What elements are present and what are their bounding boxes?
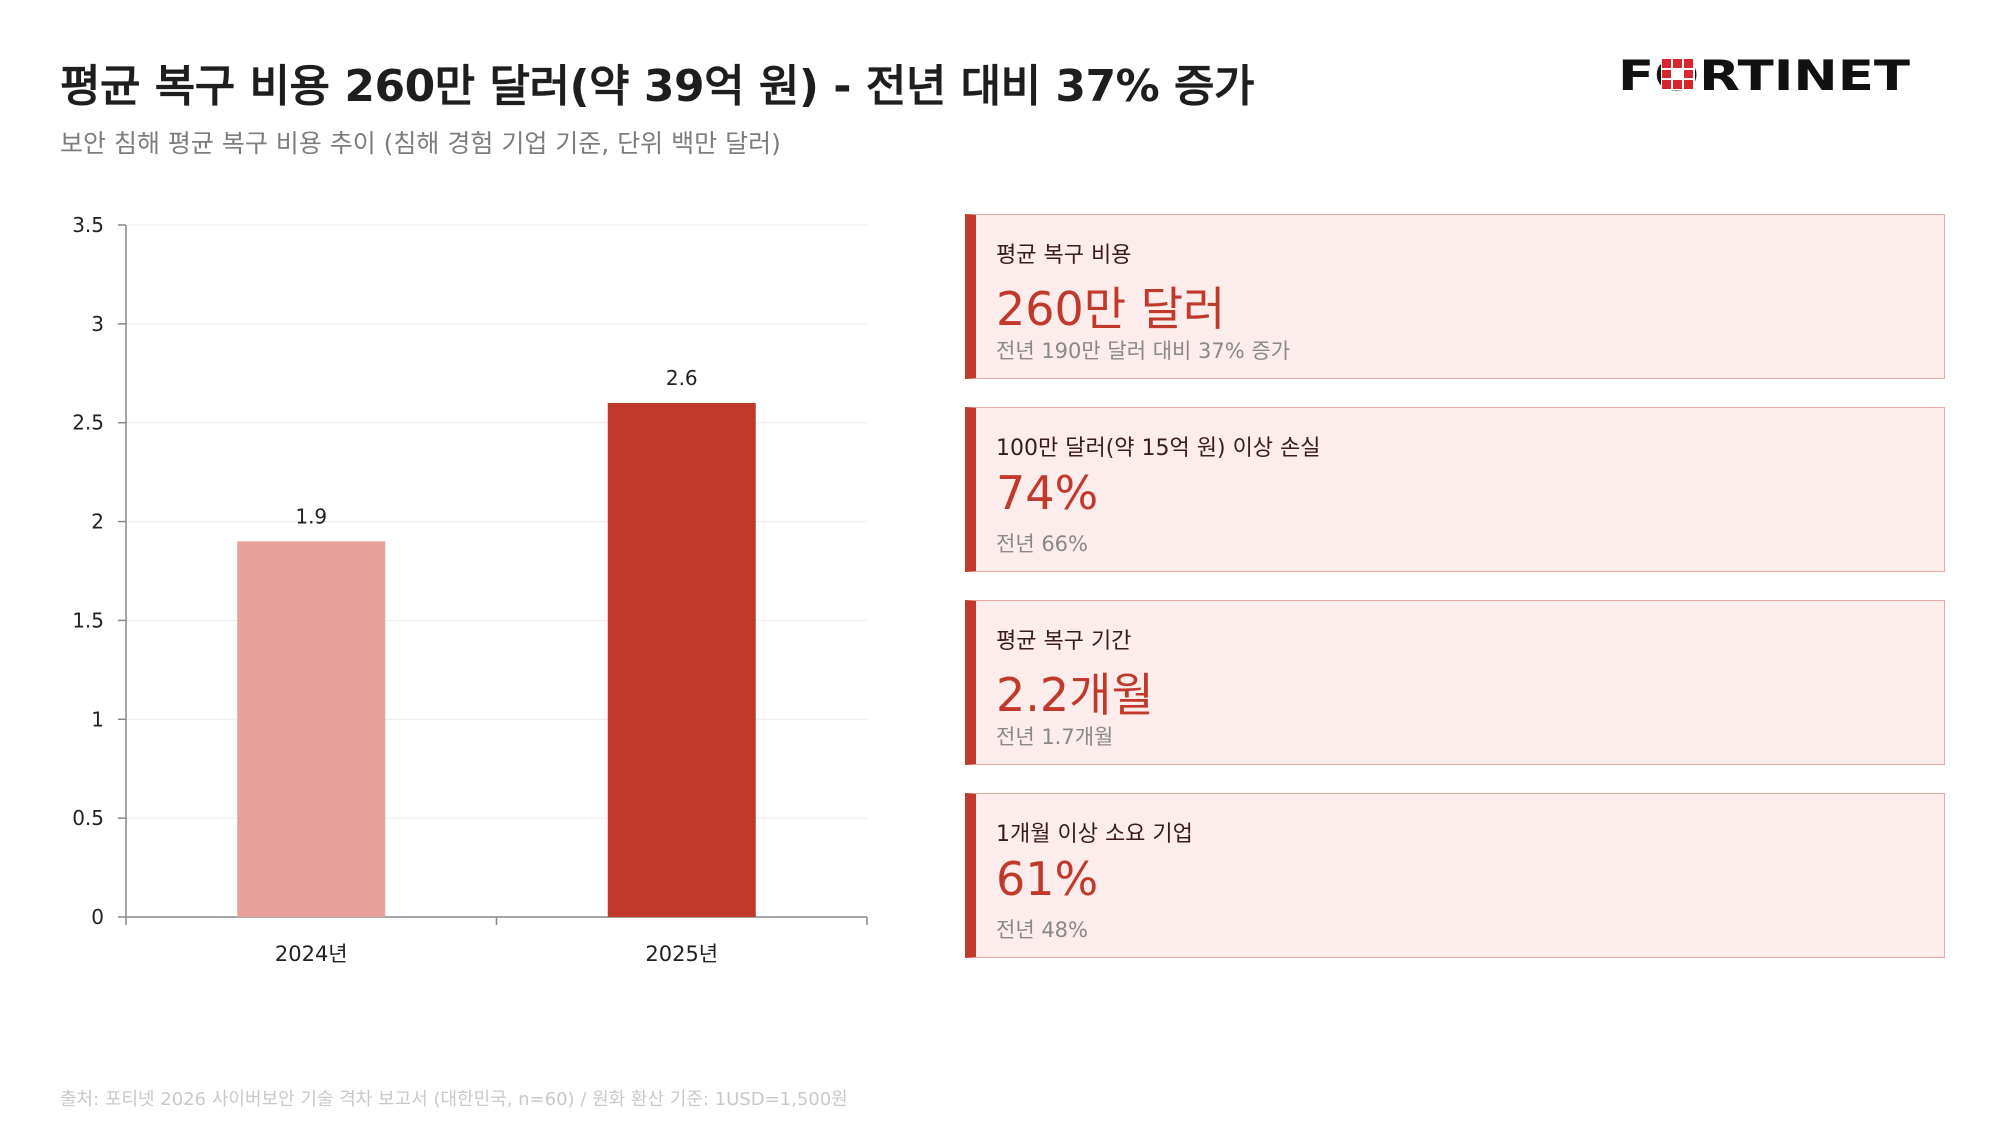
page-title: 평균 복구 비용 260만 달러(약 39억 원) - 전년 대비 37% 증가 [60, 61, 1255, 112]
y-tick-label: 1.5 [72, 608, 104, 632]
fortinet-logo: FORTINET [1618, 52, 1910, 96]
source-note: 출처: 포티넷 2026 사이버보안 기술 격차 보고서 (대한민국, n=60… [60, 1089, 848, 1110]
bar-2024년 [237, 541, 386, 917]
y-tick-label: 1 [91, 707, 104, 731]
stat-card-avg-recovery-cost: 평균 복구 비용 260만 달러 전년 190만 달러 대비 37% 증가 [965, 214, 1945, 379]
y-tick-label: 2.5 [72, 411, 104, 435]
x-tick-label: 2024년 [275, 942, 348, 966]
stat-card-value: 61% [996, 852, 1099, 906]
stat-card-label: 평균 복구 비용 [996, 243, 1132, 268]
y-tick-label: 2 [91, 510, 104, 534]
stat-card-value: 260만 달러 [996, 282, 1226, 336]
stat-card-loss-over-1m: 100만 달러(약 15억 원) 이상 손실 74% 전년 66% [965, 407, 1945, 572]
data-label: 2.6 [666, 366, 698, 390]
stat-card-note: 전년 190만 달러 대비 37% 증가 [996, 339, 1291, 363]
y-tick-label: 0 [91, 905, 104, 929]
stat-card-value: 2.2개월 [996, 668, 1154, 722]
stat-card-avg-recovery-time: 평균 복구 기간 2.2개월 전년 1.7개월 [965, 600, 1945, 765]
stat-card-over-1-month: 1개월 이상 소요 기업 61% 전년 48% [965, 793, 1945, 958]
stat-card-value: 74% [996, 466, 1099, 520]
stat-card-label: 1개월 이상 소요 기업 [996, 822, 1193, 847]
y-tick-label: 0.5 [72, 806, 104, 830]
x-tick-label: 2025년 [645, 942, 718, 966]
page-subtitle: 보안 침해 평균 복구 비용 추이 (침해 경험 기업 기준, 단위 백만 달러… [60, 129, 781, 158]
stat-card-label: 100만 달러(약 15억 원) 이상 손실 [996, 436, 1321, 461]
bar-2025년 [607, 402, 756, 917]
y-tick-label: 3 [91, 312, 104, 336]
bar-chart: 0 0.5 1 1.5 2 2.5 3 3.5 1.9 2024년 2.6 2025년 [72, 213, 868, 966]
stat-card-note: 전년 48% [996, 918, 1088, 942]
data-label: 1.9 [295, 504, 327, 528]
stat-card-label: 평균 복구 기간 [996, 629, 1132, 654]
stat-card-note: 전년 1.7개월 [996, 725, 1114, 749]
y-tick-label: 3.5 [72, 213, 104, 237]
stat-card-note: 전년 66% [996, 532, 1088, 556]
